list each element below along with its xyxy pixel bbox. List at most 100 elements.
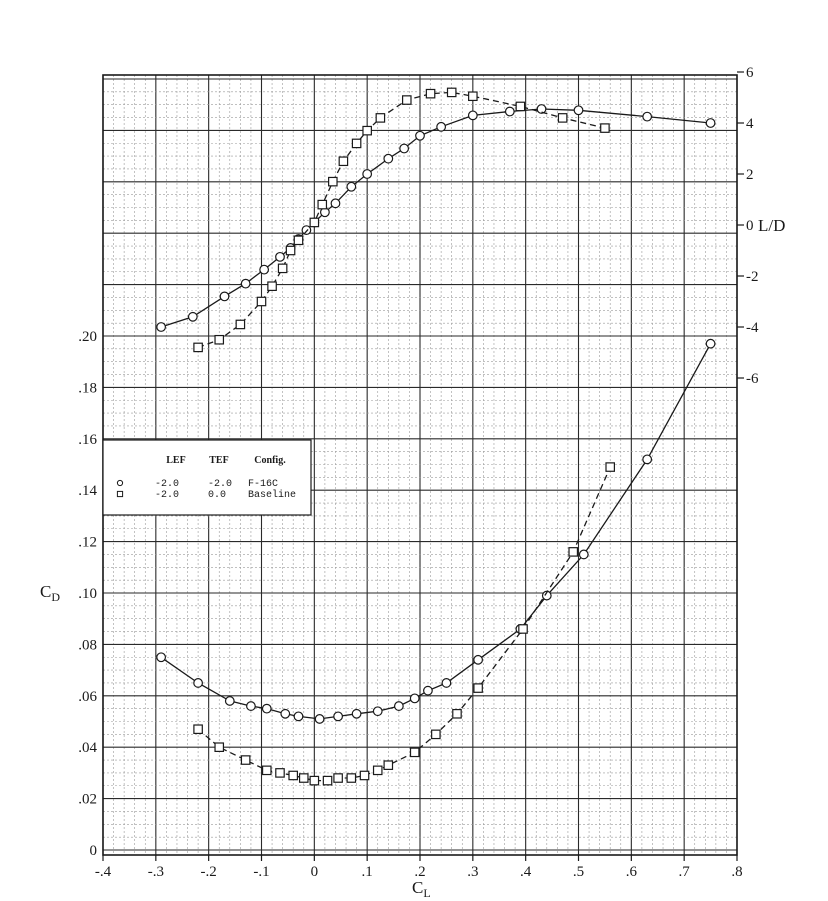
- legend-config: F-16C: [248, 479, 278, 490]
- legend-tef: 0.0: [208, 490, 226, 501]
- x-tick-label: .3: [467, 864, 478, 880]
- data-point-square: [375, 113, 386, 123]
- series-baseline-ld: [193, 87, 610, 353]
- data-point-circle: [705, 338, 716, 349]
- data-point-square: [322, 775, 333, 786]
- y-left-axis-ticks: 0 .02 .04 .06 .08 .10 .12 .14 .16 .18 .20: [78, 329, 97, 859]
- data-point-circle: [193, 678, 204, 688]
- data-point-square: [309, 217, 320, 228]
- x-tick-label: .4: [520, 864, 532, 880]
- y-left-tick-label: .18: [78, 380, 97, 396]
- data-point-square: [431, 729, 441, 740]
- data-point-square: [383, 760, 394, 770]
- x-tick-label: .7: [679, 864, 691, 880]
- y-left-axis-label: CD: [40, 582, 60, 604]
- y-left-tick-label: .02: [78, 792, 97, 808]
- data-point-circle: [259, 264, 270, 275]
- data-point-circle: [156, 652, 167, 663]
- data-point-square: [293, 235, 304, 246]
- data-point-square: [518, 624, 528, 634]
- series-baseline-cd: [193, 462, 615, 786]
- legend-header: Config.: [254, 455, 286, 466]
- data-point-circle: [578, 549, 589, 560]
- data-point-square: [285, 245, 296, 256]
- data-point-circle: [275, 251, 285, 262]
- y-left-tick-label: 0: [90, 843, 98, 859]
- series-f-16c-ld: [156, 104, 716, 332]
- series-layer: [156, 87, 716, 786]
- x-tick-label: -.4: [95, 864, 112, 880]
- data-point-square: [338, 156, 349, 167]
- data-point-circle: [393, 701, 404, 711]
- legend-lef: -2.0: [155, 479, 179, 490]
- data-point-circle: [399, 143, 410, 154]
- data-point-circle: [156, 322, 167, 332]
- y-right-tick-label: 0: [746, 218, 754, 234]
- data-point-square: [288, 770, 298, 781]
- data-point-square: [214, 742, 225, 752]
- x-tick-label: .6: [626, 864, 638, 880]
- data-point-circle: [409, 693, 420, 704]
- data-point-square: [317, 199, 328, 210]
- legend-header: LEF: [166, 455, 185, 466]
- x-axis-label: CL: [412, 878, 431, 900]
- y-left-tick-label: .06: [78, 689, 97, 705]
- y-left-tick-label: .04: [78, 740, 97, 756]
- data-point-square: [214, 334, 225, 345]
- data-point-circle: [330, 198, 341, 209]
- data-point-circle: [301, 225, 312, 236]
- series-f-16c-cd: [156, 338, 716, 724]
- data-point-square: [605, 462, 615, 472]
- data-point-square: [372, 765, 383, 776]
- data-point-square: [409, 747, 420, 758]
- data-point-circle: [351, 708, 362, 719]
- data-point-square: [193, 724, 203, 735]
- data-point-circle: [383, 153, 394, 164]
- data-point-circle: [415, 130, 425, 141]
- y-left-tick-label: .10: [78, 586, 97, 602]
- y-left-tick-label: .16: [78, 432, 97, 448]
- data-point-square: [468, 91, 478, 102]
- data-point-circle: [346, 181, 357, 192]
- y-right-tick-label: 6: [746, 65, 754, 81]
- legend-symbol-circle: [116, 479, 124, 487]
- data-point-circle: [224, 696, 235, 706]
- data-point-circle: [423, 685, 433, 696]
- data-point-circle: [187, 311, 198, 322]
- y-left-tick-label: .14: [78, 483, 97, 499]
- legend-box: [102, 439, 312, 516]
- x-tick-label: -.2: [201, 864, 217, 880]
- legend-lef: -2.0: [155, 490, 179, 501]
- legend-header: TEF: [209, 455, 228, 466]
- data-point-square: [333, 773, 343, 783]
- data-point-square: [267, 281, 277, 291]
- data-point-circle: [280, 708, 291, 719]
- data-point-circle: [240, 278, 251, 289]
- data-point-circle: [219, 291, 230, 302]
- data-point-square: [235, 319, 246, 330]
- data-point-circle: [314, 714, 325, 724]
- data-point-square: [351, 138, 362, 149]
- data-point-circle: [246, 701, 256, 711]
- data-point-square: [240, 755, 251, 765]
- x-tick-label: .5: [573, 864, 584, 880]
- data-point-square: [193, 342, 203, 353]
- data-point-circle: [436, 121, 447, 132]
- series-line: [160, 108, 711, 328]
- data-point-square: [346, 773, 357, 783]
- data-point-circle: [467, 110, 478, 121]
- x-tick-label: .8: [731, 864, 742, 880]
- y-right-tick-label: -4: [746, 320, 759, 336]
- data-point-square: [452, 708, 462, 719]
- y-right-axis-label: L/D: [758, 216, 785, 235]
- data-point-square: [446, 87, 457, 98]
- data-point-square: [473, 683, 483, 693]
- legend-tef: -2.0: [208, 479, 232, 490]
- y-left-tick-label: .12: [78, 535, 97, 551]
- data-point-circle: [372, 706, 383, 717]
- data-point-circle: [441, 678, 452, 688]
- data-point-square: [515, 101, 526, 112]
- data-point-square: [309, 775, 320, 786]
- x-axis-ticks: -.4 -.3 -.2 -.1 0 .1 .2 .3 .4 .5 .6 .7 .8: [95, 855, 743, 880]
